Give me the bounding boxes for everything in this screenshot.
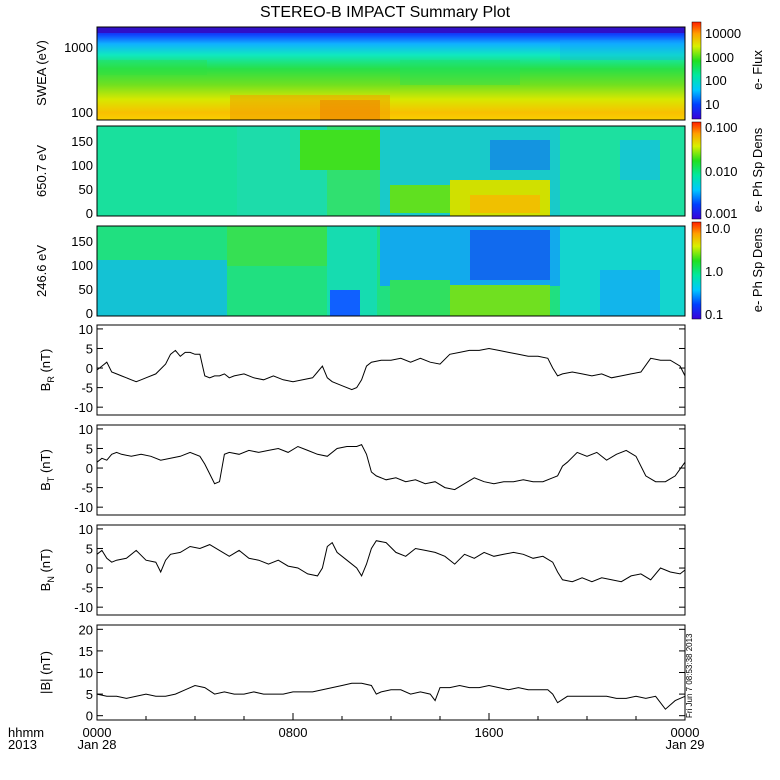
br-panel: 10 5 0 -5 -10 BR (nT) <box>38 322 686 416</box>
pad-246-ytick-100: 100 <box>71 258 93 273</box>
bt-ytick-label-3: -5 <box>81 481 93 496</box>
btot-ytick-label-1: 15 <box>79 644 93 659</box>
pad-650-cb-tick-1: 0.010 <box>705 164 738 179</box>
pad-650-frame <box>96 125 686 217</box>
pad-650-colorbar <box>691 121 702 220</box>
pad-246-cb-tick-2: 0.1 <box>705 307 723 322</box>
br-ytick-label-3: -5 <box>81 381 93 396</box>
xtick-label-1: 0800 <box>279 725 308 740</box>
br-ytick-label-1: 5 <box>86 341 93 356</box>
bt-ylabel: BT (nT) <box>38 449 56 491</box>
pad-246-frame <box>96 225 686 317</box>
btot-ylabel: |B| (nT) <box>38 651 53 694</box>
pad-246-ytick-50: 50 <box>79 282 93 297</box>
br-ylabel-sub: R <box>46 376 56 383</box>
swea-spectrogram <box>97 27 685 120</box>
pad-650-ytick-50: 50 <box>79 182 93 197</box>
bt-ytick-label-4: -10 <box>74 500 93 515</box>
xtick-date-3: Jan 29 <box>665 737 704 752</box>
pad-246-cb-tick-0: 10.0 <box>705 221 730 236</box>
bn-ylabel: BN (nT) <box>38 549 56 592</box>
pad-246-ytick-0: 0 <box>86 306 93 321</box>
bn-frame <box>96 524 686 616</box>
bt-ytick-label-2: 0 <box>86 461 93 476</box>
footer-hhmm: hhmm <box>8 725 44 740</box>
pad-246-ytick-150: 150 <box>71 234 93 249</box>
swea-cb-label: e- Flux <box>750 50 765 90</box>
swea-cb-tick-3: 10 <box>705 97 719 112</box>
pad-246-panel: 246.6 eV 150 100 50 0 10.0 1.0 0.1 e- Ph… <box>34 221 765 322</box>
pad-246-cb-label: e- Ph Sp Dens <box>750 227 765 312</box>
btot-ylabel-unit: (nT) <box>38 651 53 678</box>
bn-panel: 10 5 0 -5 -10 BN (nT) <box>38 522 686 616</box>
br-ytick-label-4: -10 <box>74 400 93 415</box>
swea-colorbar <box>691 21 702 120</box>
bn-series-line <box>96 540 686 583</box>
br-ytick-label-2: 0 <box>86 361 93 376</box>
bn-ytick-label-3: -5 <box>81 581 93 596</box>
bt-ytick-label-1: 5 <box>86 441 93 456</box>
btot-ytick-label-0: 20 <box>79 622 93 637</box>
swea-frame <box>96 26 686 121</box>
pad-650-ytick-100: 100 <box>71 158 93 173</box>
pad-246-colorbar <box>691 221 702 320</box>
bn-ytick-label-1: 5 <box>86 541 93 556</box>
btot-ytick-label-3: 5 <box>86 687 93 702</box>
swea-ytick-100: 100 <box>71 105 93 120</box>
swea-spectrogram-panel: SWEA (eV) 1000 100 10000 1000 100 10 e- … <box>34 21 765 121</box>
btot-ytick-label-4: 0 <box>86 709 93 724</box>
btot-ylabel-main: |B| <box>38 679 53 694</box>
bn-ylabel-main: B <box>38 583 53 592</box>
bn-ytick-label-2: 0 <box>86 561 93 576</box>
swea-ylabel: SWEA (eV) <box>34 40 49 106</box>
br-ylabel-unit: (nT) <box>38 349 53 376</box>
xtick-label-2: 1600 <box>475 725 504 740</box>
bn-ytick-label-0: 10 <box>79 522 93 537</box>
bn-ylabel-unit: (nT) <box>38 549 53 576</box>
br-ylabel-main: B <box>38 383 53 392</box>
bt-ylabel-main: B <box>38 482 53 491</box>
pad-246-cb-tick-1: 1.0 <box>705 264 723 279</box>
pad-650-ytick-0: 0 <box>86 206 93 221</box>
bt-ylabel-unit: (nT) <box>38 449 53 476</box>
pad-650-ylabel: 650.7 eV <box>34 145 49 197</box>
bt-frame <box>96 424 686 516</box>
btot-ytick-label-2: 10 <box>79 666 93 681</box>
br-frame <box>96 324 686 416</box>
bn-ytick-label-4: -10 <box>74 600 93 615</box>
bt-series-line <box>96 443 686 491</box>
pad-650-ytick-150: 150 <box>71 134 93 149</box>
swea-cb-tick-2: 100 <box>705 73 727 88</box>
plot-title: STEREO-B IMPACT Summary Plot <box>260 4 511 21</box>
pad-650-cb-label: e- Ph Sp Dens <box>750 127 765 212</box>
swea-cb-tick-0: 10000 <box>705 26 741 41</box>
xtick-label-0: 0000 <box>83 725 112 740</box>
bt-ytick-label-0: 10 <box>79 422 93 437</box>
footer-timestamp: Fri Jun 7 08:53:38 2013 <box>685 633 694 718</box>
pad-650-features <box>97 126 685 216</box>
pad-650-cb-tick-0: 0.100 <box>705 120 738 135</box>
btot-series-line <box>96 682 686 710</box>
swea-cb-tick-1: 1000 <box>705 50 734 65</box>
pad-650-panel: 650.7 eV 150 100 50 0 0.100 0.010 0.001 … <box>34 120 765 221</box>
br-ytick-label-0: 10 <box>79 322 93 337</box>
bt-panel: 10 5 0 -5 -10 BT (nT) <box>38 422 686 516</box>
br-ylabel: BR (nT) <box>38 349 56 392</box>
btot-panel: 20 15 10 5 0 |B| (nT) <box>38 622 686 724</box>
pad-246-ylabel: 246.6 eV <box>34 245 49 297</box>
bn-ylabel-sub: N <box>46 576 56 583</box>
swea-ytick-1000: 1000 <box>64 40 93 55</box>
xtick-date-0: Jan 28 <box>77 737 116 752</box>
btot-frame <box>96 624 686 721</box>
br-series-line <box>96 347 686 391</box>
pad-246-features <box>97 226 685 316</box>
pad-650-cb-tick-2: 0.001 <box>705 206 738 221</box>
swea-spectrogram-features <box>97 27 685 120</box>
bt-ylabel-sub: T <box>46 476 56 482</box>
footer-year: 2013 <box>8 737 37 752</box>
xtick-label-3: 0000 <box>671 725 700 740</box>
